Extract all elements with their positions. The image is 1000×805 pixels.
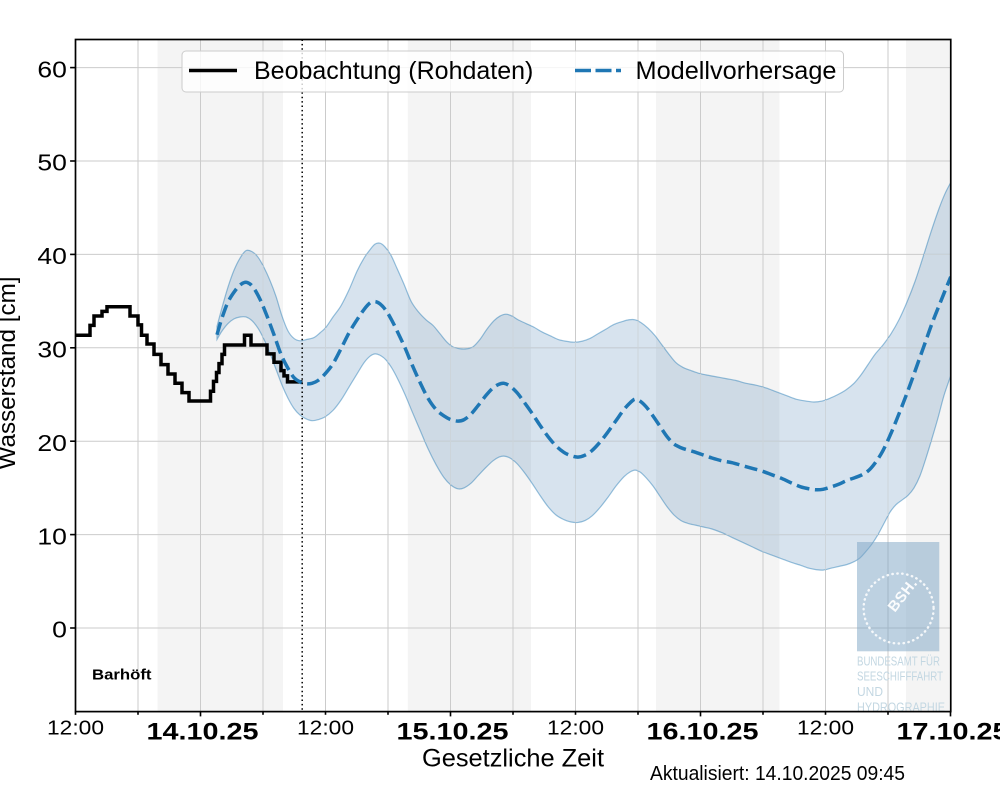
svg-text:12:00: 12:00 <box>547 716 604 739</box>
svg-text:16.10.25: 16.10.25 <box>647 719 759 746</box>
svg-text:60: 60 <box>37 56 67 82</box>
svg-text:10: 10 <box>37 523 67 549</box>
svg-text:15.10.25: 15.10.25 <box>397 719 509 746</box>
svg-text:SEESCHIFFFAHRT: SEESCHIFFFAHRT <box>857 669 943 684</box>
svg-text:12:00: 12:00 <box>297 716 354 739</box>
svg-text:20: 20 <box>37 430 67 456</box>
svg-text:Aktualisiert: 14.10.2025 09:45: Aktualisiert: 14.10.2025 09:45 <box>650 762 905 785</box>
svg-text:Wasserstand [cm]: Wasserstand [cm] <box>0 277 21 470</box>
svg-text:UND: UND <box>857 684 883 699</box>
svg-text:14.10.25: 14.10.25 <box>147 719 259 746</box>
svg-text:12:00: 12:00 <box>797 716 854 739</box>
svg-text:50: 50 <box>37 150 67 176</box>
svg-text:BUNDESAMT FÜR: BUNDESAMT FÜR <box>857 653 940 668</box>
svg-text:0: 0 <box>52 617 67 643</box>
svg-text:40: 40 <box>37 243 67 269</box>
svg-text:17.10.25: 17.10.25 <box>897 719 1000 746</box>
svg-text:Beobachtung (Rohdaten): Beobachtung (Rohdaten) <box>254 57 533 85</box>
svg-text:Modellvorhersage: Modellvorhersage <box>636 57 837 85</box>
svg-text:30: 30 <box>37 337 67 363</box>
svg-text:Gesetzliche Zeit: Gesetzliche Zeit <box>422 746 604 773</box>
svg-text:Barhöft: Barhöft <box>92 668 152 684</box>
svg-text:12:00: 12:00 <box>47 716 104 739</box>
